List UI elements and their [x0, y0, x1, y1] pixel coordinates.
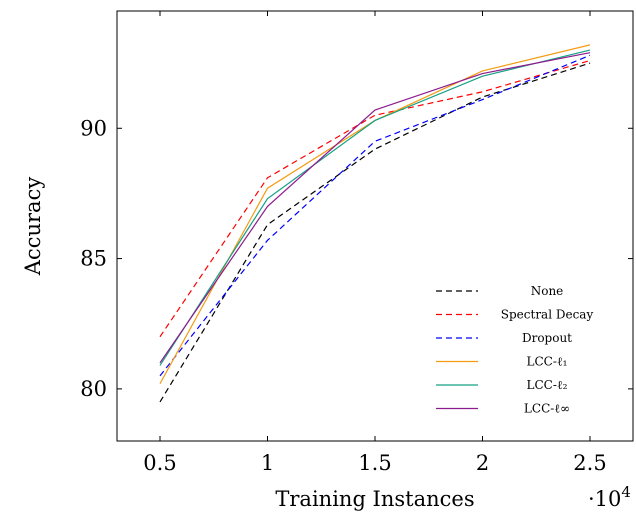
y-axis-label: Accuracy — [21, 177, 45, 277]
x-axis-label: Training Instances — [275, 487, 474, 511]
y-tick-label: 85 — [80, 247, 107, 271]
x-tick-label: 2.5 — [573, 451, 606, 475]
x-tick-label: 2 — [476, 451, 489, 475]
ticks-layer: 0.5 1 1.5 2 2.5 80 85 90 — [80, 11, 633, 475]
x-tick-label: 0.5 — [143, 451, 176, 475]
y-tick-label: 80 — [80, 377, 107, 401]
series-line — [159, 54, 591, 377]
x-multiplier-label: ·104 — [588, 483, 631, 511]
series-line — [159, 62, 591, 403]
legend: None Spectral Decay Dropout LCC-ℓ₁ LCC-ℓ₂ LCC… — [424, 276, 622, 426]
x-tick-label: 1.5 — [358, 451, 391, 475]
legend-box — [424, 276, 622, 426]
series-line — [159, 49, 591, 366]
series-line — [159, 59, 591, 338]
x-multiplier-exponent: 4 — [621, 483, 631, 501]
legend-label: None — [531, 284, 564, 298]
legend-label: LCC-ℓ₂ — [527, 378, 568, 392]
legend-label: LCC-ℓ₁ — [527, 355, 568, 369]
x-multiplier-base: ·10 — [588, 487, 621, 511]
x-tick-label: 1 — [261, 451, 274, 475]
legend-label: LCC-ℓ∞ — [524, 402, 570, 416]
legend-label: Spectral Decay — [501, 308, 594, 322]
legend-label: Dropout — [522, 331, 572, 345]
series-line — [159, 52, 591, 364]
y-tick-label: 90 — [80, 116, 107, 140]
series-layer — [159, 44, 591, 403]
